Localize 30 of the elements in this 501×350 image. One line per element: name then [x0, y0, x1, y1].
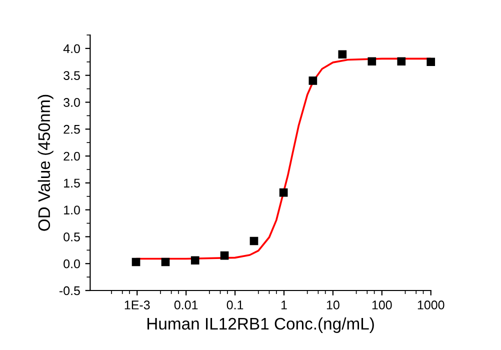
point: [250, 236, 258, 246]
point: [161, 258, 170, 266]
y-tick-label: 3.5: [64, 71, 80, 80]
x-tick-label: 1: [281, 300, 287, 310]
y-tick-label: 2.5: [64, 124, 80, 134]
y-tick-label: 1.5: [64, 178, 80, 188]
point: [132, 258, 140, 266]
point: [190, 256, 200, 265]
y-tick-label: 0.0: [64, 259, 80, 268]
x-axis-title: Human IL12RB1 Conc.(ng/mL): [147, 317, 374, 333]
point: [220, 251, 229, 260]
x-tick-label: 1E-3: [124, 300, 150, 310]
point: [308, 76, 318, 85]
x-tick-label: 0.1: [226, 300, 244, 310]
point: [279, 188, 288, 197]
x-tick-label: 100: [372, 300, 392, 310]
point: [397, 57, 406, 66]
y-tick-label: 2.0: [64, 152, 80, 161]
x-tick-label: 10: [326, 300, 340, 310]
y-axis-title: OD Value (450nm): [38, 94, 54, 231]
point: [338, 50, 347, 59]
y-tick-label: -0.5: [59, 286, 80, 296]
point: [368, 57, 376, 66]
point: [426, 58, 436, 66]
x-tick-label: 0.01: [174, 300, 198, 310]
y-tick-label: 4.0: [63, 44, 80, 54]
y-tick-label: 1.0: [64, 206, 80, 214]
y-tick-label: 0.5: [64, 232, 80, 242]
y-tick-label: 3.0: [64, 98, 80, 107]
x-tick-label: 1000: [418, 300, 444, 310]
